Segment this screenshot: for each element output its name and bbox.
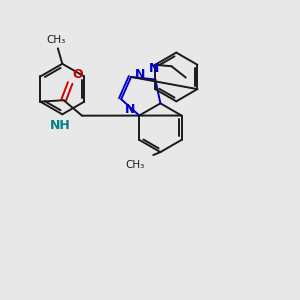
Text: CH₃: CH₃ (126, 160, 145, 170)
Text: N: N (135, 68, 145, 81)
Text: N: N (125, 103, 135, 116)
Text: O: O (73, 68, 83, 82)
Text: CH₃: CH₃ (47, 35, 66, 45)
Text: N: N (149, 62, 159, 75)
Text: NH: NH (50, 119, 71, 132)
